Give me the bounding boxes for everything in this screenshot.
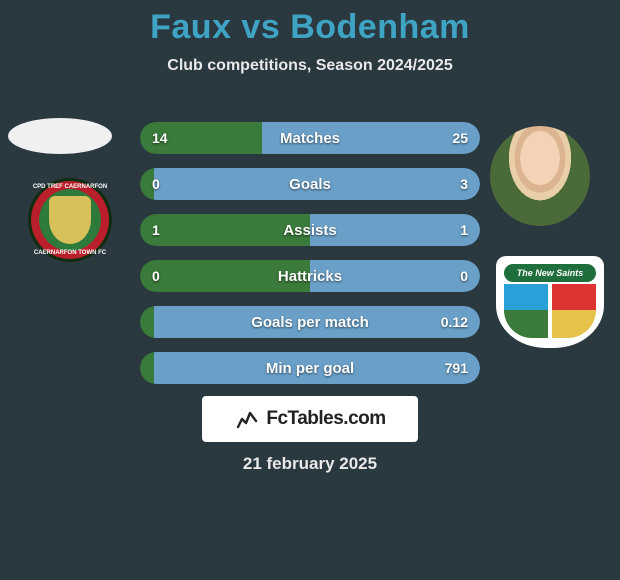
stat-row: 1Assists1 xyxy=(140,214,480,246)
stat-value-right: 25 xyxy=(452,122,468,154)
brand-pill[interactable]: FcTables.com xyxy=(202,396,418,442)
stat-value-right: 1 xyxy=(460,214,468,246)
footer-date: 21 february 2025 xyxy=(0,454,620,474)
stat-value-right: 0 xyxy=(460,260,468,292)
crest-left-text-top: CPD TREF CAERNARFON xyxy=(28,184,112,190)
fctables-logo-icon xyxy=(234,406,260,432)
crest-left-shield-icon xyxy=(49,196,91,244)
brand-text: FcTables.com xyxy=(266,408,385,430)
crest-left-text-bottom: CAERNARFON TOWN FC xyxy=(28,250,112,256)
stats-container: 14Matches250Goals31Assists10Hattricks0Go… xyxy=(140,122,480,398)
crest-right-banner: The New Saints xyxy=(504,264,596,282)
page-subtitle: Club competitions, Season 2024/2025 xyxy=(0,57,620,75)
stat-value-right: 3 xyxy=(460,168,468,200)
page-title: Faux vs Bodenham xyxy=(0,0,620,47)
stat-label: Hattricks xyxy=(140,260,480,292)
stat-label: Matches xyxy=(140,122,480,154)
stat-row: 0Goals3 xyxy=(140,168,480,200)
stat-label: Assists xyxy=(140,214,480,246)
stat-row: 14Matches25 xyxy=(140,122,480,154)
stat-row: 0Hattricks0 xyxy=(140,260,480,292)
stat-row: Goals per match0.12 xyxy=(140,306,480,338)
crest-right-quarter-icon xyxy=(552,310,596,338)
stat-label: Goals per match xyxy=(140,306,480,338)
player-right-avatar xyxy=(490,126,590,226)
club-left-crest: CPD TREF CAERNARFON CAERNARFON TOWN FC xyxy=(28,178,112,262)
stat-value-right: 791 xyxy=(445,352,468,384)
crest-right-quarter-icon xyxy=(552,284,596,310)
stat-label: Min per goal xyxy=(140,352,480,384)
player-left-avatar xyxy=(8,118,112,154)
crest-right-quarter-icon xyxy=(504,284,548,310)
crest-right-quarter-icon xyxy=(504,310,548,338)
stat-label: Goals xyxy=(140,168,480,200)
stat-row: Min per goal791 xyxy=(140,352,480,384)
stat-value-right: 0.12 xyxy=(441,306,468,338)
club-right-crest: The New Saints xyxy=(500,260,600,344)
